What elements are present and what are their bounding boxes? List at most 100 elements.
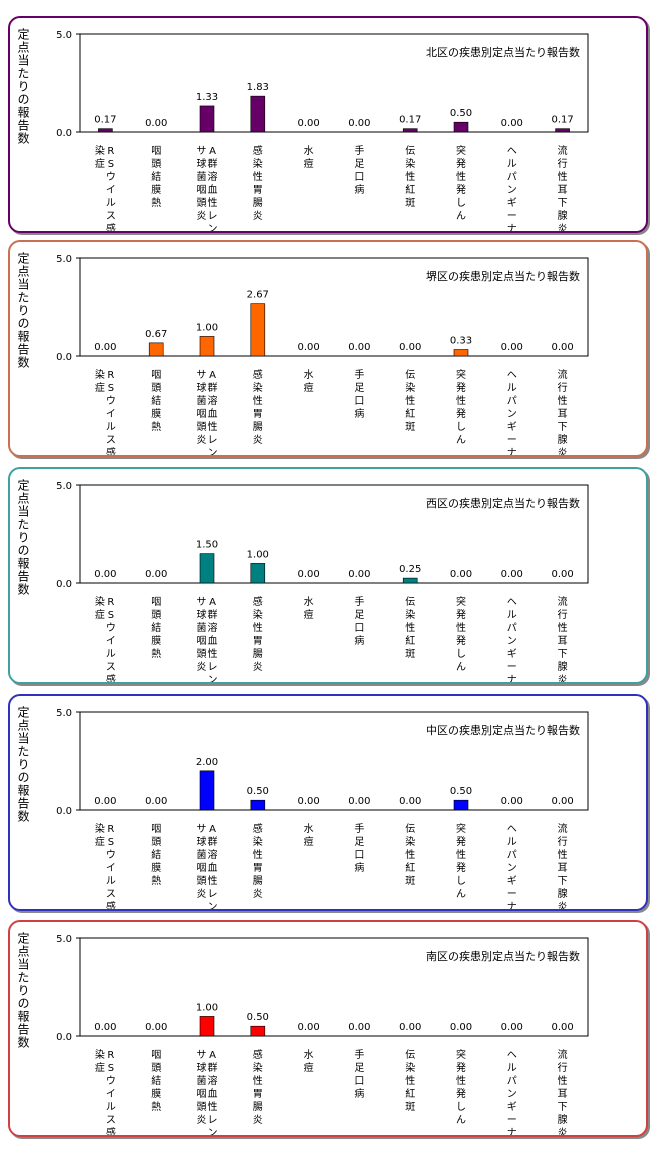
data-label: 0.00 — [145, 796, 167, 807]
x-tick-label: 水痘 — [304, 145, 314, 170]
data-label: 0.50 — [247, 786, 269, 797]
chart-title: 西区の疾患別定点当たり報告数 — [426, 496, 580, 510]
y-axis-label: 定点当たりの報告数 — [16, 252, 30, 369]
data-label: 1.33 — [196, 92, 218, 103]
bar-chart: 5.0 0.0 北区の疾患別定点当たり報告数 0.17 R S ウイルス感染症 0.00 咽頭結… — [56, 30, 589, 231]
data-label: 0.00 — [348, 1022, 370, 1033]
data-label: 0.00 — [145, 118, 167, 129]
x-tick-label: A 群溶血性レンサ球菌咽頭炎 — [197, 1049, 218, 1135]
data-label: 0.00 — [399, 342, 421, 353]
x-tick-label: 伝染性紅斑 — [405, 1049, 415, 1113]
x-tick-label: 流行性耳下腺炎 — [558, 1048, 568, 1135]
y-tick-label: 5.0 — [56, 708, 72, 719]
y-tick-label: 0.0 — [56, 128, 72, 139]
data-label: 0.67 — [145, 329, 167, 340]
x-tick-label: 水痘 — [304, 369, 314, 394]
x-tick-label: 感染性胃腸炎 — [253, 595, 263, 673]
bar — [250, 799, 266, 811]
data-label: 1.00 — [247, 549, 269, 560]
data-label: 1.50 — [196, 540, 218, 551]
data-label: 0.33 — [450, 336, 472, 347]
x-tick-label: A 群溶血性レンサ球菌咽頭炎 — [197, 823, 218, 909]
plot-area — [79, 257, 589, 357]
data-label: 0.00 — [348, 796, 370, 807]
bar — [199, 105, 215, 133]
bar — [250, 303, 266, 357]
x-tick-label: 手足口病 — [354, 1048, 364, 1100]
y-tick-label: 5.0 — [56, 481, 72, 492]
data-label: 0.00 — [501, 342, 523, 353]
plot-area — [79, 484, 589, 584]
bar — [199, 553, 215, 584]
plot-area — [79, 33, 589, 133]
bar — [199, 1016, 215, 1037]
y-tick-label: 0.0 — [56, 1032, 72, 1043]
data-label: 2.00 — [196, 757, 218, 768]
chart-panel: 定点当たりの報告数 5.0 0.0 堺区の疾患別定点当たり報告数 0.00 R S ウイルス感… — [8, 240, 648, 457]
y-tick-label: 0.0 — [56, 806, 72, 817]
x-tick-label: 感染性胃腸炎 — [253, 144, 263, 222]
data-label: 0.00 — [297, 1022, 319, 1033]
x-tick-label: 感染性胃腸炎 — [253, 368, 263, 446]
x-tick-label: 咽頭結膜熱 — [151, 1049, 161, 1113]
data-label: 2.67 — [247, 290, 269, 301]
data-label: 1.00 — [196, 322, 218, 333]
x-tick-label: ヘルパンギーナ — [507, 370, 517, 455]
data-label: 1.00 — [196, 1002, 218, 1013]
bar — [250, 95, 266, 133]
chart-panel: 定点当たりの報告数 5.0 0.0 中区の疾患別定点当たり報告数 0.00 R S ウイルス感… — [8, 694, 648, 911]
bar — [402, 577, 418, 584]
y-axis-label: 定点当たりの報告数 — [16, 28, 30, 145]
x-tick-label: A 群溶血性レンサ球菌咽頭炎 — [197, 596, 218, 682]
bar-chart: 5.0 0.0 西区の疾患別定点当たり報告数 0.00 R S ウイルス感染症 0.00 咽頭結… — [56, 481, 589, 682]
bar — [453, 121, 469, 133]
data-label: 0.00 — [94, 569, 116, 580]
chart-title: 南区の疾患別定点当たり報告数 — [426, 949, 580, 963]
chart-title: 中区の疾患別定点当たり報告数 — [426, 723, 580, 737]
data-label: 0.00 — [145, 1022, 167, 1033]
y-tick-label: 0.0 — [56, 579, 72, 590]
chart-panel: 定点当たりの報告数 5.0 0.0 南区の疾患別定点当たり報告数 0.00 R S ウイルス感… — [8, 920, 648, 1137]
bar-chart: 5.0 0.0 中区の疾患別定点当たり報告数 0.00 R S ウイルス感染症 0.00 咽頭結… — [56, 708, 589, 909]
x-tick-label: 感染性胃腸炎 — [253, 822, 263, 900]
data-label: 0.00 — [551, 1022, 573, 1033]
data-label: 0.50 — [247, 1012, 269, 1023]
x-tick-label: R S ウイルス感染症 — [95, 368, 116, 455]
x-tick-label: ヘルパンギーナ — [507, 597, 517, 682]
data-label: 0.00 — [297, 342, 319, 353]
chart-title: 北区の疾患別定点当たり報告数 — [426, 45, 580, 59]
x-tick-label: 手足口病 — [354, 368, 364, 420]
chart-panel: 定点当たりの報告数 5.0 0.0 北区の疾患別定点当たり報告数 0.17 R S ウイルス感… — [8, 16, 648, 233]
x-tick-label: 伝染性紅斑 — [405, 369, 415, 433]
x-tick-label: 伝染性紅斑 — [405, 145, 415, 209]
x-tick-label: 突発性発しん — [456, 368, 466, 446]
data-label: 0.00 — [399, 796, 421, 807]
y-tick-label: 5.0 — [56, 934, 72, 945]
x-tick-label: 伝染性紅斑 — [405, 823, 415, 887]
x-tick-label: ヘルパンギーナ — [507, 1050, 517, 1135]
data-label: 1.83 — [247, 82, 269, 93]
data-label: 0.00 — [399, 1022, 421, 1033]
data-label: 0.00 — [297, 118, 319, 129]
bar — [453, 349, 469, 357]
data-label: 0.00 — [450, 569, 472, 580]
data-label: 0.17 — [551, 115, 573, 126]
x-tick-label: R S ウイルス感染症 — [95, 144, 116, 231]
x-tick-label: R S ウイルス感染症 — [95, 822, 116, 909]
x-tick-label: 咽頭結膜熱 — [151, 823, 161, 887]
bar — [98, 128, 113, 133]
x-tick-label: 水痘 — [304, 596, 314, 621]
x-tick-label: 手足口病 — [354, 822, 364, 874]
data-label: 0.00 — [94, 1022, 116, 1033]
chart-panel: 定点当たりの報告数 5.0 0.0 西区の疾患別定点当たり報告数 0.00 R S ウイルス感… — [8, 467, 648, 684]
y-tick-label: 0.0 — [56, 352, 72, 363]
x-tick-label: 突発性発しん — [456, 144, 466, 222]
bar — [148, 342, 164, 357]
data-label: 0.00 — [94, 796, 116, 807]
data-label: 0.00 — [551, 342, 573, 353]
x-tick-label: 水痘 — [304, 823, 314, 848]
x-tick-label: ヘルパンギーナ — [507, 146, 517, 231]
x-tick-label: 突発性発しん — [456, 1048, 466, 1126]
x-tick-label: 流行性耳下腺炎 — [558, 368, 568, 455]
data-label: 0.25 — [399, 564, 421, 575]
